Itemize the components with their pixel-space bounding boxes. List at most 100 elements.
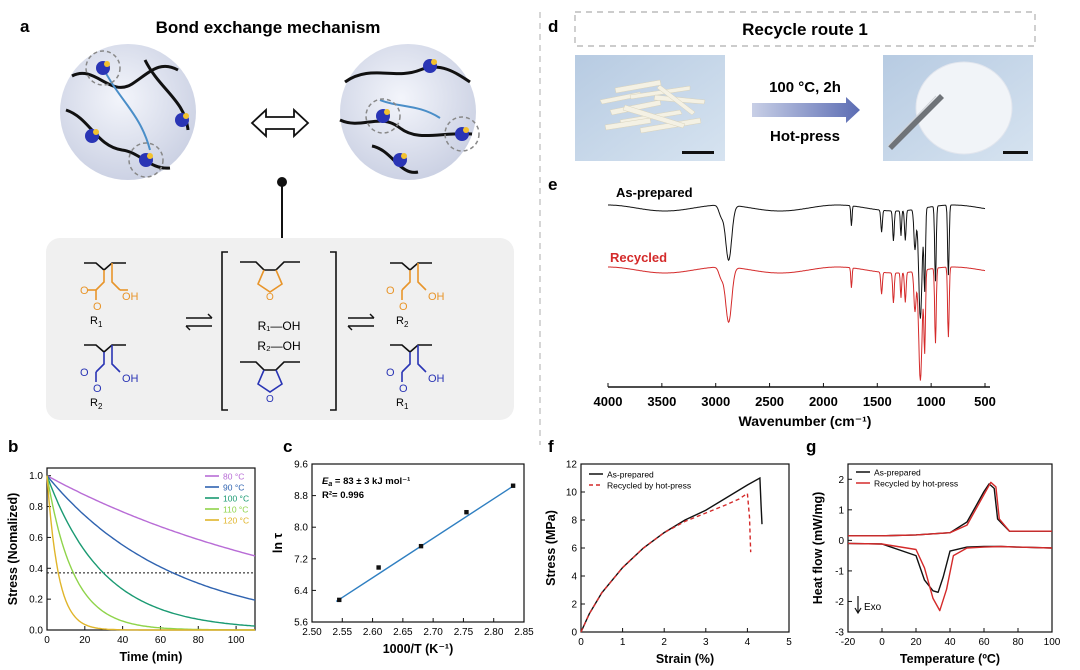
y-axis-label: Stress (Nomalized) — [6, 493, 20, 606]
y-tick-label: 9.6 — [294, 460, 308, 471]
y-tick-label: 0 — [571, 628, 577, 639]
acid-label: OH — [122, 373, 139, 385]
ftir-xticks: 4000 3500 3000 2500 2000 1500 1000 500 — [594, 383, 996, 409]
network-bubble-left — [60, 44, 196, 180]
r-group-label: R1 — [396, 397, 409, 411]
y-tick-label: 6 — [571, 544, 577, 555]
x-tick-label: 3000 — [701, 394, 730, 409]
r-group-label: R1 — [90, 315, 103, 329]
chart-arrhenius: 2.50 2.55 2.60 2.65 2.70 2.75 2.80 2.85 5.6 6.4 7.… — [271, 460, 534, 657]
o-label: O — [93, 301, 102, 313]
r-group-label: R2 — [396, 315, 409, 329]
o-label: O — [80, 285, 89, 297]
legend-label: 120 °C — [223, 516, 249, 526]
panel-d-title-box — [574, 11, 1036, 47]
x-tick-label: 0 — [44, 635, 50, 646]
x-tick-label: 2.75 — [454, 627, 474, 638]
series-line — [847, 542, 1053, 612]
o-label: O — [399, 301, 408, 313]
y-tick-label: 0.8 — [29, 502, 43, 513]
series-line — [46, 475, 255, 631]
y-tick-label: 1 — [838, 505, 844, 516]
activation-energy-annotation: Ea = 83 ± 3 kJ mol⁻¹ — [322, 476, 410, 488]
o-label: O — [399, 383, 408, 395]
x-tick-label: 2000 — [809, 394, 838, 409]
x-tick-label: 500 — [974, 394, 996, 409]
y-axis-label: Heat flow (mW/mg) — [811, 492, 825, 605]
r-squared-annotation: R²= 0.996 — [322, 490, 364, 501]
x-tick-label: 4000 — [594, 394, 623, 409]
panel-c-letter: c — [283, 437, 292, 456]
ftir-label-as-prepared: As-prepared — [616, 185, 693, 200]
x-tick-label: -20 — [841, 637, 856, 648]
ester-acid-blue-right — [390, 344, 432, 382]
x-tick-label: 2.85 — [514, 627, 534, 638]
x-tick-label: 40 — [944, 637, 956, 648]
x-tick-label: 2.80 — [484, 627, 504, 638]
x-axis-label: Time (min) — [120, 650, 183, 664]
y-tick-label: 0.0 — [29, 626, 43, 637]
series-line — [46, 475, 256, 627]
anhydride-orange — [240, 261, 300, 293]
o-label: O — [386, 285, 395, 297]
x-tick-label: 100 — [1044, 637, 1061, 648]
y-tick-label: 8.8 — [294, 491, 308, 502]
legend-label: As-prepared — [607, 470, 654, 480]
y-tick-label: 8 — [571, 516, 577, 527]
panel-a-title: Bond exchange mechanism — [156, 18, 381, 37]
o-label: O — [93, 383, 102, 395]
legend-label: 100 °C — [223, 494, 249, 504]
series-line — [580, 476, 763, 633]
x-tick-label: 3500 — [647, 394, 676, 409]
panel-d-title: Recycle route 1 — [742, 20, 868, 39]
exo-label: Exo — [864, 602, 882, 613]
x-tick-label: 4 — [745, 637, 751, 648]
series-line — [580, 492, 752, 633]
legend-label: 90 °C — [223, 483, 244, 493]
panel-e-letter: e — [548, 175, 557, 194]
y-tick-label: -3 — [835, 628, 844, 639]
bracket-left — [221, 251, 228, 411]
x-tick-label: 1500 — [863, 394, 892, 409]
network-bubble-right — [339, 44, 480, 180]
data-point — [376, 565, 381, 570]
acid-label: OH — [428, 373, 445, 385]
y-tick-label: 8.0 — [294, 523, 308, 534]
x-tick-label: 2 — [661, 637, 667, 648]
legend-label: Recycled by hot-press — [607, 481, 691, 491]
acid-label: OH — [428, 291, 445, 303]
ester-acid-orange-left — [84, 262, 128, 300]
recycle-condition-2: Hot-press — [770, 128, 840, 145]
chart-dsc: -20 0 20 40 60 80 100 -3 -2 -1 0 1 2 Temperature (ºC)… — [811, 463, 1061, 666]
x-axis-label: 1000/T (K⁻¹) — [383, 642, 454, 656]
x-tick-label: 60 — [978, 637, 990, 648]
y-tick-label: 7.2 — [294, 554, 308, 565]
plot-frame — [311, 463, 525, 623]
x-tick-label: 0 — [578, 637, 584, 648]
exchange-arrow-icon — [250, 107, 310, 139]
alcohol-label-1: R₁—OH — [258, 319, 301, 333]
x-tick-label: 40 — [117, 635, 129, 646]
ftir-label-recycled: Recycled — [610, 250, 667, 265]
panel-f-letter: f — [548, 437, 554, 456]
reaction-box — [46, 238, 514, 420]
y-axis-label: Stress (MPa) — [544, 510, 558, 586]
series-line — [847, 542, 1053, 593]
x-tick-label: 100 — [228, 635, 245, 646]
x-tick-label: 80 — [1012, 637, 1024, 648]
data-point — [464, 509, 469, 515]
x-tick-label: 0 — [879, 637, 885, 648]
legend-label: As-prepared — [874, 468, 921, 478]
series-line — [848, 481, 1052, 537]
panel-d-letter: d — [548, 17, 558, 36]
legend-label: Recycled by hot-press — [874, 479, 958, 489]
x-tick-label: 2.60 — [363, 627, 383, 638]
ftir-spectrum-as-prepared — [608, 204, 986, 319]
o-label: O — [386, 367, 395, 379]
y-tick-label: 0.6 — [29, 533, 43, 544]
ftir-spectrum-recycled — [608, 266, 986, 381]
data-point — [337, 597, 342, 603]
recycle-condition-1: 100 °C, 2h — [769, 79, 841, 96]
